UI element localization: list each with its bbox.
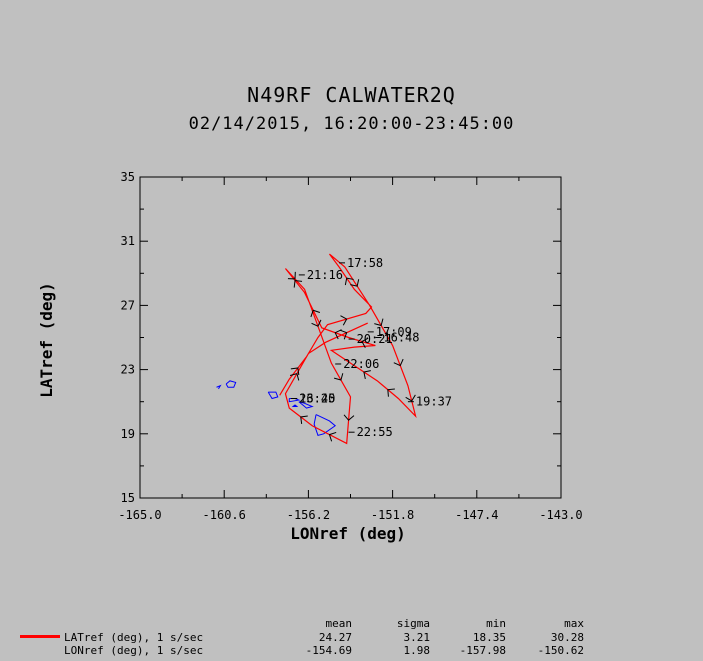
direction-chevron — [343, 414, 355, 421]
time-label: 23:45 — [299, 391, 335, 405]
time-label: 20:21 — [357, 332, 393, 346]
x-tick-label: -165.0 — [118, 508, 161, 522]
stats-header-mean: mean — [325, 617, 353, 630]
time-label: 21:16 — [307, 268, 343, 282]
coastline-island — [225, 380, 237, 388]
x-tick-label: -156.2 — [287, 508, 330, 522]
y-tick-label: 19 — [121, 427, 135, 441]
stats-cell: 18.35 — [472, 631, 506, 644]
stats-cell: -150.62 — [537, 644, 584, 657]
direction-chevron — [293, 279, 303, 288]
coastline-island — [267, 391, 279, 400]
stats-row-label: LONref (deg), 1 s/sec — [64, 644, 204, 657]
x-tick-label: -143.0 — [539, 508, 582, 522]
stats-cell: 24.27 — [318, 631, 352, 644]
direction-chevron — [363, 370, 371, 380]
stats-cell: 3.21 — [403, 631, 431, 644]
coastline-island — [216, 384, 222, 390]
direction-chevron — [328, 431, 337, 442]
direction-chevron — [290, 367, 300, 376]
direction-chevron — [393, 358, 404, 367]
coastline-island — [291, 404, 299, 408]
chart-title: N49RF CALWATER2Q — [247, 83, 456, 107]
track-group — [279, 253, 417, 445]
direction-chevron — [333, 373, 344, 381]
y-tick-label: 35 — [121, 170, 135, 184]
time-label: 16:48 — [383, 331, 419, 345]
stats-cell: 30.28 — [550, 631, 584, 644]
flight-track-line — [279, 253, 417, 445]
stats-header-sigma: sigma — [396, 617, 430, 630]
direction-chevron — [334, 329, 342, 340]
time-label: 17:09 — [376, 325, 412, 339]
y-tick-label: 15 — [121, 491, 135, 505]
stats-row-label: LATref (deg), 1 s/sec — [64, 631, 204, 644]
coastline-island — [298, 401, 314, 409]
direction-chevron — [311, 319, 322, 327]
chart-subtitle: 02/14/2015, 16:20:00-23:45:00 — [188, 114, 515, 134]
x-tick-label: -147.4 — [455, 508, 498, 522]
direction-chevron — [310, 309, 321, 318]
time-label: 19:37 — [416, 395, 452, 409]
stats-cell: -154.69 — [305, 644, 352, 657]
time-label: 16:20 — [299, 391, 335, 405]
time-label: 22:06 — [343, 357, 379, 371]
y-tick-label: 27 — [121, 298, 135, 312]
direction-chevron — [374, 318, 384, 327]
y-axis-title: LATref (deg) — [37, 282, 56, 398]
y-tick-label: 31 — [121, 234, 135, 248]
coastline-island — [313, 414, 337, 437]
direction-chevron — [339, 329, 348, 340]
stats-header-max: max — [564, 617, 584, 630]
direction-chevron — [405, 394, 416, 402]
x-tick-label: -160.6 — [203, 508, 246, 522]
time-label: 22:55 — [357, 425, 393, 439]
legend-swatch-lat — [20, 635, 60, 638]
direction-chevron — [289, 372, 300, 381]
direction-chevron — [344, 277, 354, 286]
stats-header-min: min — [486, 617, 506, 630]
axis-ticks: -165.0 -160.6 -156.2 -151.8 -147.4 -143.0 15 19… — [118, 170, 582, 522]
direction-chevron — [340, 315, 348, 326]
x-tick-label: -151.8 — [371, 508, 414, 522]
stats-cell: -157.98 — [459, 644, 506, 657]
y-tick-label: 23 — [121, 363, 135, 377]
direction-chevron — [361, 337, 369, 348]
time-label: 17:58 — [347, 256, 383, 270]
x-axis-title: LONref (deg) — [290, 524, 406, 543]
stats-cell: 1.98 — [403, 644, 431, 657]
direction-chevron — [300, 415, 308, 425]
direction-chevron — [387, 388, 395, 397]
direction-chevron — [350, 279, 360, 287]
direction-chevron — [287, 271, 296, 280]
